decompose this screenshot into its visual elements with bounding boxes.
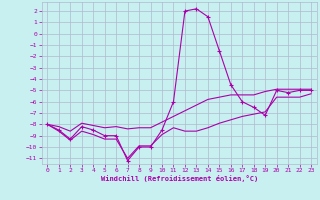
X-axis label: Windchill (Refroidissement éolien,°C): Windchill (Refroidissement éolien,°C)	[100, 175, 258, 182]
